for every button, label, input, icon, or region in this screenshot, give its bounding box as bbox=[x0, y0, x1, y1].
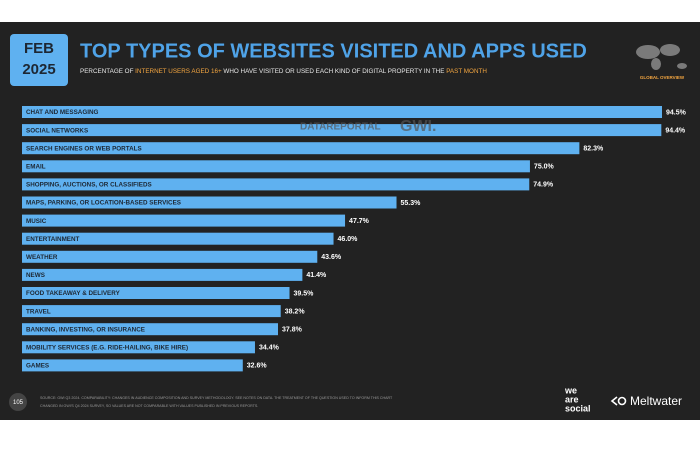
logo-text: social bbox=[565, 403, 591, 413]
value-label: 47.7% bbox=[349, 218, 370, 225]
date-badge bbox=[10, 34, 68, 86]
bar bbox=[22, 359, 243, 372]
category-label: NEWS bbox=[26, 272, 45, 279]
source-note: SOURCE: GWI Q3 2024. COMPARABILITY: CHAN… bbox=[40, 396, 393, 400]
category-label: WEATHER bbox=[26, 254, 58, 261]
world-map-icon bbox=[636, 44, 687, 70]
category-label: FOOD TAKEAWAY & DELIVERY bbox=[26, 290, 121, 297]
value-label: 34.4% bbox=[259, 345, 280, 352]
category-label: EMAIL bbox=[26, 163, 46, 170]
value-label: 55.3% bbox=[401, 200, 422, 207]
badge-year: 2025 bbox=[22, 61, 55, 78]
region-label: GLOBAL OVERVIEW bbox=[640, 75, 685, 80]
subtitle-part: PERCENTAGE OF bbox=[80, 68, 135, 75]
category-label: TRAVEL bbox=[26, 308, 51, 315]
bar bbox=[22, 178, 530, 191]
bar bbox=[22, 341, 255, 354]
bar bbox=[22, 250, 318, 263]
bar bbox=[22, 232, 334, 245]
bar bbox=[22, 160, 530, 173]
bar bbox=[22, 142, 580, 155]
subtitle-part: WHO HAVE VISITED OR USED EACH KIND OF DI… bbox=[222, 68, 447, 75]
logo-text: Meltwater bbox=[630, 394, 682, 408]
page-number: 105 bbox=[13, 400, 24, 406]
value-label: 75.0% bbox=[534, 164, 555, 171]
category-label: MOBILITY SERVICES (E.G. RIDE-HAILING, BI… bbox=[26, 344, 188, 351]
bar bbox=[22, 196, 397, 209]
value-label: 94.5% bbox=[666, 109, 687, 116]
category-label: MAPS, PARKING, OR LOCATION-BASED SERVICE… bbox=[26, 200, 181, 207]
watermark: GWI. bbox=[400, 118, 436, 135]
value-label: 39.5% bbox=[294, 290, 315, 297]
category-label: SHOPPING, AUCTIONS, OR CLASSIFIEDS bbox=[26, 182, 152, 189]
bar bbox=[22, 214, 346, 227]
logo-text: are bbox=[565, 394, 579, 404]
category-label: GAMES bbox=[26, 363, 49, 370]
bar bbox=[22, 323, 278, 336]
bar bbox=[22, 305, 281, 318]
value-label: 41.4% bbox=[306, 272, 327, 279]
logo-text: we bbox=[564, 385, 577, 395]
value-label: 38.2% bbox=[285, 308, 306, 315]
category-label: SOCIAL NETWORKS bbox=[26, 127, 88, 134]
page-number-badge bbox=[9, 393, 27, 411]
bar bbox=[22, 124, 662, 137]
value-label: 74.9% bbox=[533, 182, 554, 189]
value-label: 94.4% bbox=[665, 127, 686, 134]
bar bbox=[22, 268, 303, 281]
value-label: 43.6% bbox=[321, 254, 342, 261]
bar-area: CHAT AND MESSAGING 94.5% SOCIAL NETWORKS 94… bbox=[22, 106, 687, 372]
category-label: BANKING, INVESTING, OR INSURANCE bbox=[26, 326, 145, 333]
subtitle-highlight: PAST MONTH bbox=[446, 68, 487, 75]
watermark: DATAREPORTAL bbox=[300, 122, 381, 133]
category-label: ENTERTAINMENT bbox=[26, 236, 80, 243]
bar bbox=[22, 287, 290, 299]
badge-month: FEB bbox=[24, 40, 54, 57]
category-label: CHAT AND MESSAGING bbox=[26, 109, 99, 116]
value-label: 46.0% bbox=[338, 236, 359, 243]
subtitle-highlight: INTERNET USERS AGED 16+ bbox=[135, 68, 222, 75]
subtitle: PERCENTAGE OF INTERNET USERS AGED 16+ WH… bbox=[80, 68, 487, 75]
chart-title: TOP TYPES OF WEBSITES VISITED AND APPS U… bbox=[80, 40, 587, 62]
bar bbox=[22, 106, 662, 118]
category-label: MUSIC bbox=[26, 218, 47, 225]
category-label: SEARCH ENGINES OR WEB PORTALS bbox=[26, 145, 142, 152]
value-label: 37.8% bbox=[282, 327, 303, 334]
value-label: 32.6% bbox=[247, 363, 268, 370]
value-label: 82.3% bbox=[583, 146, 604, 153]
meltwater-icon bbox=[610, 396, 627, 406]
source-note: CHANGED IN GWI'S Q4 2024 SURVEY, SO VALU… bbox=[40, 404, 258, 408]
